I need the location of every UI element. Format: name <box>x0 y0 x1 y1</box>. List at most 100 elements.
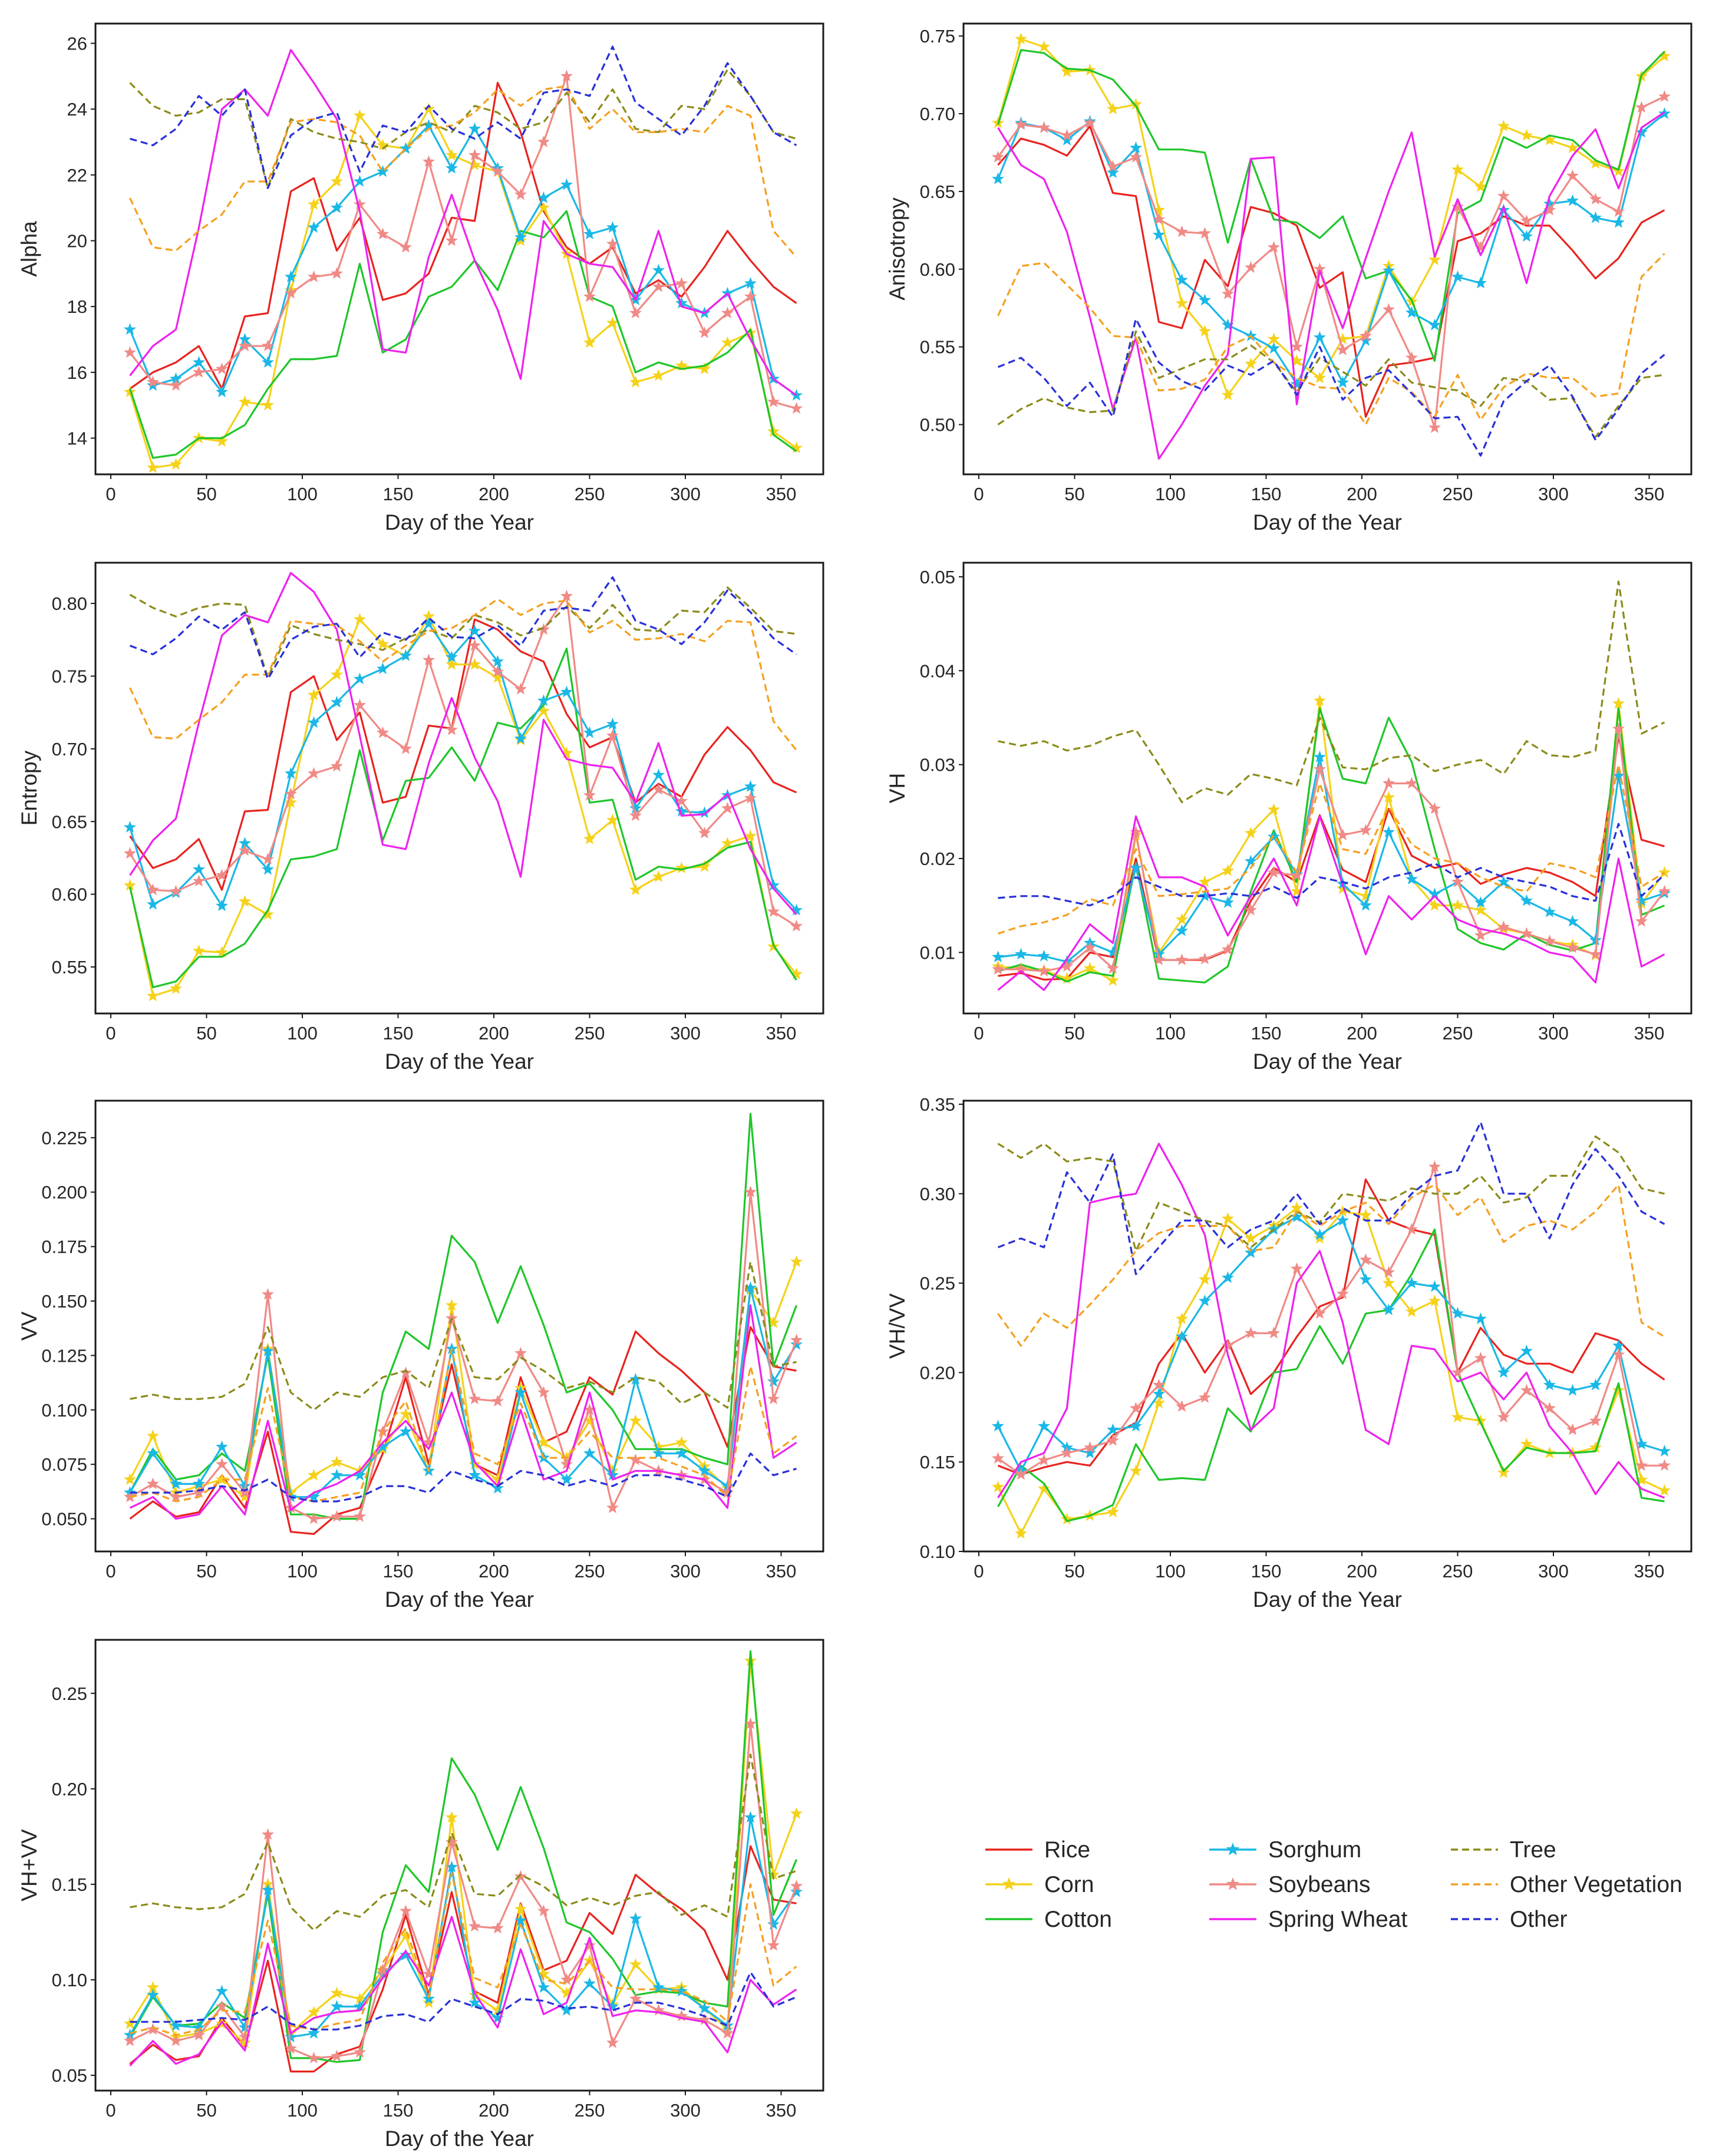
y-tick-label: 0.80 <box>52 593 87 614</box>
legend-label: Corn <box>1044 1872 1094 1897</box>
y-tick-label: 0.02 <box>920 848 955 869</box>
x-tick-label: 300 <box>1538 484 1569 504</box>
y-tick-label: 0.65 <box>52 811 87 832</box>
x-tick-label: 200 <box>479 1023 509 1044</box>
y-tick-label: 0.55 <box>920 337 955 358</box>
y-tick-label: 0.15 <box>920 1452 955 1472</box>
x-tick-label: 0 <box>974 1561 984 1581</box>
y-axis-label: Anisotropy <box>885 197 909 301</box>
y-tick-label: 0.050 <box>41 1509 87 1530</box>
x-tick-label: 100 <box>287 484 318 504</box>
y-tick-label: 0.20 <box>920 1362 955 1383</box>
y-tick-label: 0.05 <box>52 2065 87 2086</box>
y-axis-label: VH/VV <box>885 1293 909 1359</box>
x-tick-label: 350 <box>1634 484 1665 504</box>
y-axis-label: Alpha <box>17 221 41 277</box>
x-tick-label: 300 <box>670 484 701 504</box>
y-tick-label: 0.70 <box>920 104 955 124</box>
x-tick-label: 50 <box>196 484 216 504</box>
x-tick-label: 350 <box>766 484 797 504</box>
x-tick-label: 50 <box>196 2100 216 2121</box>
x-axis-label: Day of the Year <box>1253 1587 1402 1612</box>
x-tick-label: 100 <box>287 2100 318 2121</box>
legend-label: Other Vegetation <box>1510 1872 1682 1897</box>
y-tick-label: 0.10 <box>920 1541 955 1562</box>
x-tick-label: 150 <box>1251 1023 1282 1044</box>
x-tick-label: 150 <box>383 1561 414 1581</box>
x-tick-label: 350 <box>766 1561 797 1581</box>
y-tick-label: 0.150 <box>41 1291 87 1312</box>
x-tick-label: 200 <box>479 1561 509 1581</box>
legend-label: Cotton <box>1044 1907 1112 1932</box>
y-tick-label: 0.30 <box>920 1184 955 1204</box>
x-tick-label: 250 <box>1443 1561 1473 1581</box>
x-tick-label: 150 <box>383 484 414 504</box>
y-axis-label: VV <box>17 1312 41 1341</box>
x-tick-label: 150 <box>1251 484 1282 504</box>
x-tick-label: 300 <box>670 1023 701 1044</box>
y-tick-label: 0.70 <box>52 739 87 760</box>
x-tick-label: 250 <box>1443 1023 1473 1044</box>
x-tick-label: 200 <box>1347 484 1377 504</box>
x-tick-label: 200 <box>479 2100 509 2121</box>
x-tick-label: 150 <box>1251 1561 1282 1581</box>
x-tick-label: 200 <box>1347 1561 1377 1581</box>
x-tick-label: 250 <box>575 484 605 504</box>
legend-label: Sorghum <box>1268 1837 1361 1863</box>
y-tick-label: 0.35 <box>920 1094 955 1115</box>
x-tick-label: 100 <box>1155 1561 1186 1581</box>
x-tick-label: 150 <box>383 1023 414 1044</box>
y-tick-label: 0.075 <box>41 1454 87 1475</box>
x-tick-label: 100 <box>287 1561 318 1581</box>
x-tick-label: 0 <box>105 484 116 504</box>
x-tick-label: 350 <box>1634 1561 1665 1581</box>
x-tick-label: 100 <box>287 1023 318 1044</box>
x-tick-label: 50 <box>196 1023 216 1044</box>
x-tick-label: 0 <box>105 2100 116 2121</box>
y-tick-label: 0.25 <box>920 1273 955 1294</box>
x-axis-label: Day of the Year <box>385 510 534 534</box>
x-tick-label: 200 <box>479 484 509 504</box>
legend-label: Rice <box>1044 1837 1090 1863</box>
x-tick-label: 100 <box>1155 1023 1186 1044</box>
x-tick-label: 0 <box>974 484 984 504</box>
x-tick-label: 250 <box>575 2100 605 2121</box>
y-tick-label: 0.75 <box>920 26 955 47</box>
x-tick-label: 200 <box>1347 1023 1377 1044</box>
x-tick-label: 350 <box>766 1023 797 1044</box>
y-tick-label: 20 <box>67 231 87 252</box>
y-tick-label: 0.65 <box>920 181 955 202</box>
x-tick-label: 50 <box>1064 1561 1084 1581</box>
x-tick-label: 50 <box>1064 484 1084 504</box>
x-tick-label: 250 <box>1443 484 1473 504</box>
x-tick-label: 300 <box>1538 1561 1569 1581</box>
y-tick-label: 26 <box>67 34 87 54</box>
x-tick-label: 100 <box>1155 484 1186 504</box>
x-tick-label: 50 <box>1064 1023 1084 1044</box>
y-tick-label: 0.55 <box>52 957 87 978</box>
x-tick-label: 150 <box>383 2100 414 2121</box>
y-tick-label: 0.03 <box>920 755 955 775</box>
y-tick-label: 24 <box>67 99 87 120</box>
y-tick-label: 0.60 <box>52 884 87 905</box>
y-tick-label: 0.01 <box>920 942 955 963</box>
y-axis-label: VH+VV <box>17 1829 41 1901</box>
y-tick-label: 0.15 <box>52 1874 87 1895</box>
y-axis-label: Entropy <box>17 750 41 826</box>
y-tick-label: 0.100 <box>41 1400 87 1421</box>
y-tick-label: 0.20 <box>52 1779 87 1800</box>
x-tick-label: 350 <box>766 2100 797 2121</box>
x-tick-label: 300 <box>670 2100 701 2121</box>
y-tick-label: 0.225 <box>41 1128 87 1148</box>
y-tick-label: 14 <box>67 428 87 449</box>
y-tick-label: 0.75 <box>52 666 87 686</box>
x-tick-label: 300 <box>1538 1023 1569 1044</box>
y-tick-label: 0.125 <box>41 1345 87 1366</box>
x-axis-label: Day of the Year <box>385 2127 534 2151</box>
x-tick-label: 250 <box>575 1561 605 1581</box>
y-tick-label: 0.05 <box>920 567 955 587</box>
x-tick-label: 0 <box>105 1561 116 1581</box>
y-axis-label: VH <box>885 773 909 803</box>
x-tick-label: 0 <box>974 1023 984 1044</box>
y-tick-label: 18 <box>67 296 87 317</box>
